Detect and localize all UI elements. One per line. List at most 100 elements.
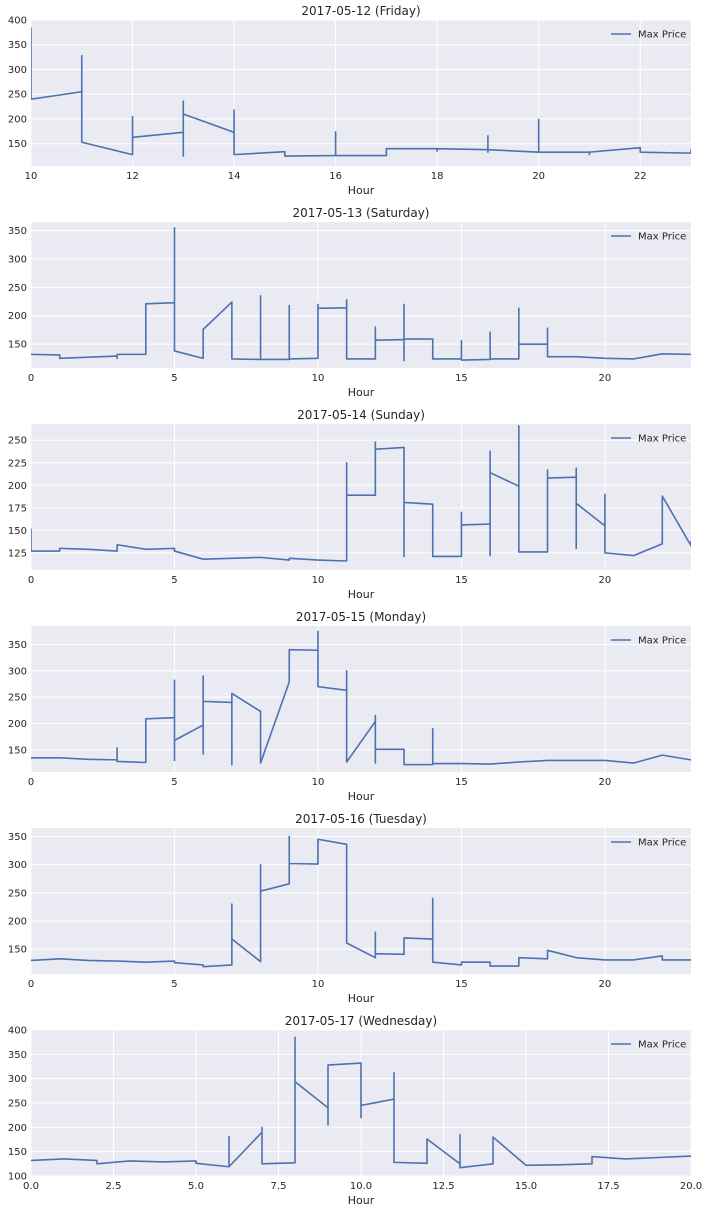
y-tick-label: 150: [8, 745, 27, 756]
x-tick-label: 20: [599, 979, 612, 990]
y-tick-label: 250: [8, 283, 27, 294]
x-tick-label: 10: [312, 373, 325, 384]
x-tick-label: 0: [28, 979, 34, 990]
x-tick-label: 10.0: [350, 1181, 372, 1192]
x-tick-label: 5: [171, 979, 177, 990]
chart-title: 2017-05-17 (Wednesday): [285, 1014, 437, 1028]
chart-panel-4: 150 200 250 300 350 0 5 10 15 20 2017-05-16 (Tuesd…: [8, 812, 691, 1005]
x-tick-label: 16: [329, 171, 342, 182]
y-tick-label: 400: [8, 1026, 27, 1037]
legend: Max Price: [611, 636, 686, 647]
y-tick-label: 250: [8, 436, 27, 447]
y-tick-label: 350: [8, 832, 27, 843]
x-tick-label: 17.5: [597, 1181, 619, 1192]
y-tick-label: 350: [8, 1050, 27, 1061]
x-axis-label: Hour: [348, 184, 375, 197]
series-line-max-price: [31, 630, 691, 766]
chart-panel-2: 125 150 175 200 225 250 0 5 10 15 20 2017-05-14 (Su…: [8, 408, 691, 601]
y-tick-label: 300: [8, 1074, 27, 1085]
y-tick-label: 350: [8, 40, 27, 51]
plot-area: [31, 626, 691, 772]
x-tick-label: 0: [28, 373, 34, 384]
x-tick-label: 5: [171, 777, 177, 788]
legend-label: Max Price: [638, 1040, 686, 1051]
series-line-max-price: [31, 226, 691, 362]
series-line-max-price: [31, 27, 691, 157]
x-tick-label: 0.0: [23, 1181, 39, 1192]
x-tick-label: 0: [28, 777, 34, 788]
x-tick-label: 7.5: [271, 1181, 287, 1192]
legend: Max Price: [611, 434, 686, 445]
y-tick-label: 200: [8, 719, 27, 730]
chart-title: 2017-05-12 (Friday): [301, 4, 420, 18]
y-tick-label: 350: [8, 640, 27, 651]
x-axis-label: Hour: [348, 588, 375, 601]
legend-label: Max Price: [638, 232, 686, 243]
x-tick-label: 20: [599, 373, 612, 384]
legend-label: Max Price: [638, 636, 686, 647]
x-tick-label: 10: [312, 575, 325, 586]
y-tick-label: 300: [8, 666, 27, 677]
chart-title: 2017-05-15 (Monday): [296, 610, 426, 624]
x-tick-label: 20: [532, 171, 545, 182]
y-tick-label: 250: [8, 888, 27, 899]
y-tick-label: 100: [8, 1172, 27, 1183]
y-tick-label: 200: [8, 311, 27, 322]
x-tick-label: 20.0: [680, 1181, 702, 1192]
x-tick-label: 10: [25, 171, 38, 182]
y-tick-label: 250: [8, 693, 27, 704]
legend: Max Price: [611, 838, 686, 849]
x-tick-label: 2.5: [106, 1181, 122, 1192]
y-tick-label: 350: [8, 226, 27, 237]
y-tick-label: 400: [8, 16, 27, 27]
x-tick-label: 15: [455, 979, 468, 990]
x-tick-label: 14: [228, 171, 241, 182]
series-line-max-price: [31, 1036, 691, 1169]
y-tick-label: 150: [8, 526, 27, 537]
chart-panel-5: 100 150 200 250 300 350 400 0.0 2.5 5.0 7.5 10.0 12.…: [8, 1014, 702, 1207]
legend: Max Price: [611, 1040, 686, 1051]
x-tick-label: 20: [599, 575, 612, 586]
y-tick-label: 200: [8, 917, 27, 928]
legend: Max Price: [611, 30, 686, 41]
plot-area: [31, 828, 691, 974]
x-tick-label: 5: [171, 373, 177, 384]
chart-panel-1: 150 200 250 300 350 0 5 10 15 20 2017-05-13 (Satur…: [8, 206, 691, 399]
series-line-max-price: [31, 835, 691, 968]
y-tick-label: 150: [8, 945, 27, 956]
y-tick-label: 125: [8, 548, 27, 559]
y-tick-label: 200: [8, 114, 27, 125]
chart-title: 2017-05-16 (Tuesday): [295, 812, 427, 826]
y-tick-label: 250: [8, 1099, 27, 1110]
y-tick-label: 200: [8, 1123, 27, 1134]
y-tick-label: 300: [8, 860, 27, 871]
x-tick-label: 12: [126, 171, 139, 182]
legend-label: Max Price: [638, 838, 686, 849]
plot-area: [31, 222, 691, 368]
x-tick-label: 15: [455, 777, 468, 788]
x-tick-label: 12.5: [432, 1181, 454, 1192]
y-tick-label: 200: [8, 481, 27, 492]
y-tick-label: 150: [8, 340, 27, 351]
series-line-max-price: [31, 424, 691, 562]
x-tick-label: 15: [455, 373, 468, 384]
chart-title: 2017-05-14 (Sunday): [297, 408, 425, 422]
x-tick-label: 20: [599, 777, 612, 788]
x-axis-label: Hour: [348, 386, 375, 399]
y-tick-label: 225: [8, 458, 27, 469]
chart-panel-0: 150 200 250 300 350 400 10 12 14 16 18 20 22 2017-05-…: [8, 4, 691, 197]
x-tick-label: 10: [312, 979, 325, 990]
x-tick-label: 15: [455, 575, 468, 586]
x-tick-label: 10: [312, 777, 325, 788]
x-tick-label: 18: [431, 171, 444, 182]
chart-panel-3: 150 200 250 300 350 0 5 10 15 20 2017-05-15 (Monda…: [8, 610, 691, 803]
chart-title: 2017-05-13 (Saturday): [293, 206, 430, 220]
y-tick-label: 300: [8, 65, 27, 76]
y-tick-label: 300: [8, 254, 27, 265]
x-tick-label: 22: [634, 171, 647, 182]
plot-area: [31, 424, 691, 570]
x-tick-label: 15.0: [515, 1181, 537, 1192]
y-tick-label: 150: [8, 139, 27, 150]
x-tick-label: 0: [28, 575, 34, 586]
